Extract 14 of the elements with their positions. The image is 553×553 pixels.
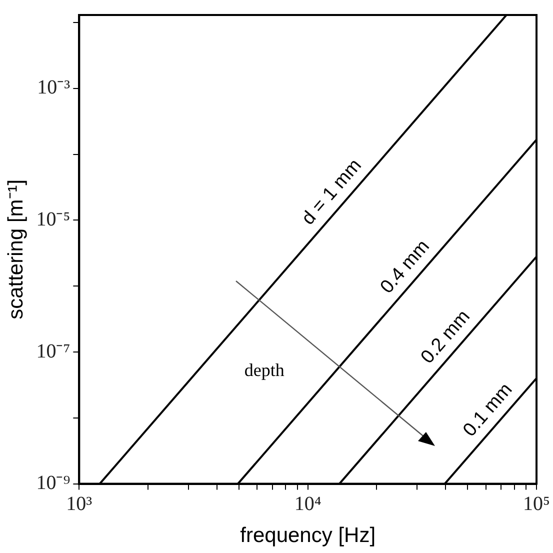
y-tick-label: 10⁻⁵ [36, 208, 70, 230]
annotation: depth [244, 360, 284, 380]
text: d = 1 mm [298, 155, 366, 230]
y-tick-label: 10⁻⁹ [36, 472, 70, 494]
text: 0.4 mm [376, 236, 434, 298]
text: 0.1 mm [459, 379, 517, 441]
text: 0.2 mm [417, 306, 474, 368]
x-tick-label: 10⁵ [523, 493, 550, 516]
x-axis-title: frequency [Hz] [240, 524, 376, 548]
x-tick-label: 10³ [66, 493, 92, 516]
y-tick-label: 10⁻³ [37, 76, 70, 99]
x-tick-label: 10⁴ [294, 493, 322, 516]
y-tick-label: 10⁻⁷ [36, 340, 70, 362]
y-axis-title: scattering [m⁻¹] [4, 179, 28, 320]
